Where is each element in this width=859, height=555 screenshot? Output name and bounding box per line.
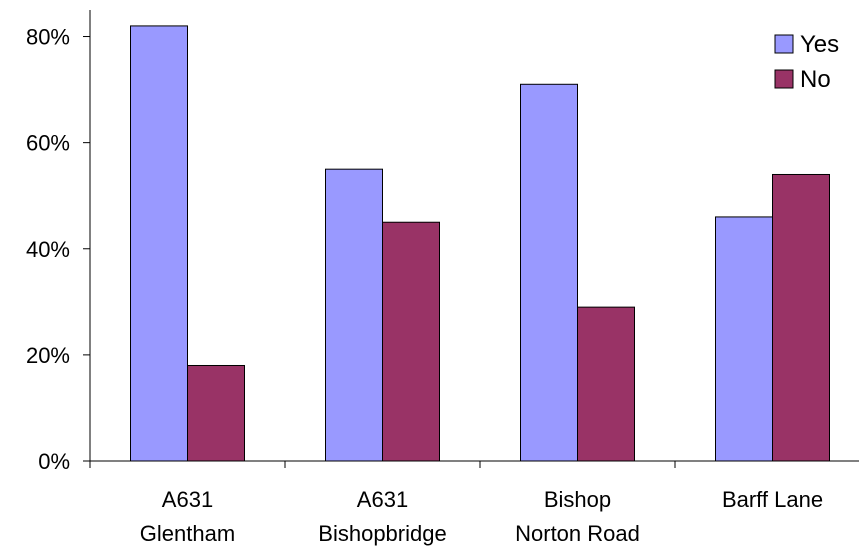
x-tick-label: Bishopbridge <box>318 521 446 546</box>
x-tick-label: Norton Road <box>515 521 640 546</box>
x-tick-label: Bishop <box>544 487 611 512</box>
x-tick-label: A631 <box>162 487 213 512</box>
bar-yes-3 <box>715 216 773 462</box>
x-tick-label: Barff Lane <box>722 487 823 512</box>
legend-label-yes: Yes <box>800 31 839 58</box>
x-tick-label: Glentham <box>140 521 235 546</box>
bar-no-1 <box>382 221 440 462</box>
bars-layer <box>130 25 830 462</box>
y-tick-label: 60% <box>26 131 70 156</box>
y-tick-label: 80% <box>26 25 70 50</box>
legend-swatch-yes <box>774 34 794 54</box>
y-tick-label: 20% <box>26 343 70 368</box>
legend: Yes No <box>774 31 839 93</box>
legend-swatch-no <box>774 69 794 89</box>
bar-no-0 <box>187 364 245 462</box>
bar-no-3 <box>772 173 830 462</box>
axes-layer <box>83 10 859 468</box>
bar-yes-0 <box>130 25 188 462</box>
x-tick-label: A631 <box>357 487 408 512</box>
bar-yes-2 <box>520 83 578 462</box>
legend-label-no: No <box>800 66 831 93</box>
y-tick-label: 40% <box>26 237 70 262</box>
y-tick-label: 0% <box>38 449 70 474</box>
bar-no-2 <box>577 306 635 462</box>
bar-yes-1 <box>325 168 383 462</box>
labels-layer: 0% 20% 40% 60% 80% A631 Glentham A631 Bishopbrid… <box>26 25 823 546</box>
